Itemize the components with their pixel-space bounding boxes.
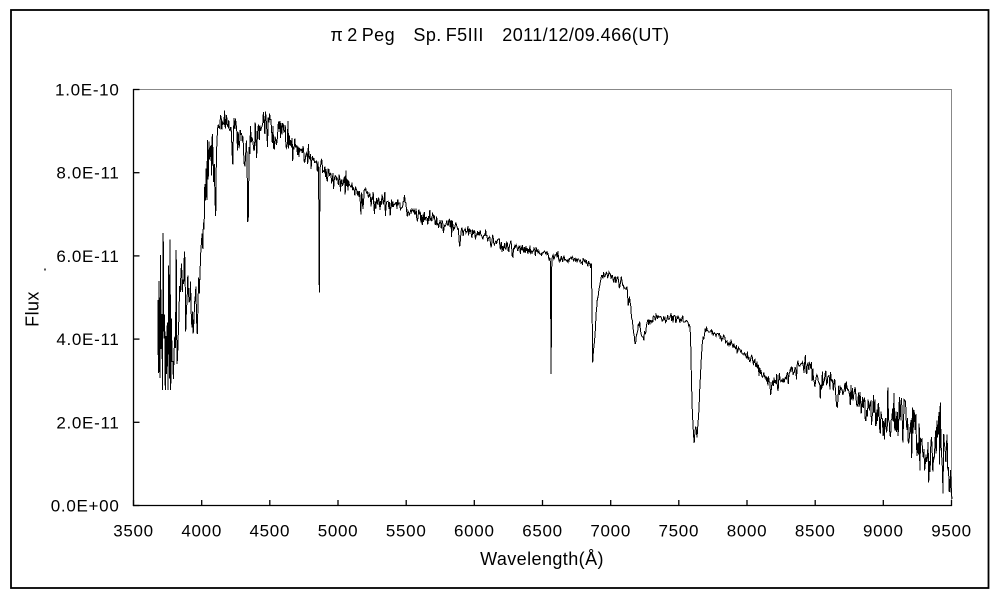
svg-text:5000: 5000	[318, 522, 359, 541]
svg-text:8000: 8000	[727, 522, 768, 541]
svg-text:6500: 6500	[522, 522, 563, 541]
svg-text:4000: 4000	[181, 522, 222, 541]
svg-text:π 2 Peg Sp. F5III 2011/12/09.4: π 2 Peg Sp. F5III 2011/12/09.466(UT)	[330, 25, 669, 45]
svg-text:8.0E-11: 8.0E-11	[56, 164, 119, 183]
svg-text:0.0E+00: 0.0E+00	[51, 497, 120, 516]
svg-text:1.0E-10: 1.0E-10	[55, 81, 119, 100]
svg-text:7500: 7500	[658, 522, 699, 541]
svg-text:4.0E-11: 4.0E-11	[56, 330, 119, 349]
svg-text:7000: 7000	[590, 522, 631, 541]
svg-text:9000: 9000	[863, 522, 904, 541]
svg-text:6000: 6000	[454, 522, 495, 541]
svg-text:5500: 5500	[386, 522, 427, 541]
svg-text:4500: 4500	[249, 522, 290, 541]
svg-text:9500: 9500	[931, 522, 972, 541]
svg-text:Flux: Flux	[23, 291, 43, 327]
svg-text:3500: 3500	[113, 522, 154, 541]
svg-text:8500: 8500	[795, 522, 836, 541]
svg-text:2.0E-11: 2.0E-11	[56, 413, 119, 432]
svg-text:Wavelength(Å): Wavelength(Å)	[480, 549, 604, 569]
svg-text:6.0E-11: 6.0E-11	[56, 247, 119, 266]
